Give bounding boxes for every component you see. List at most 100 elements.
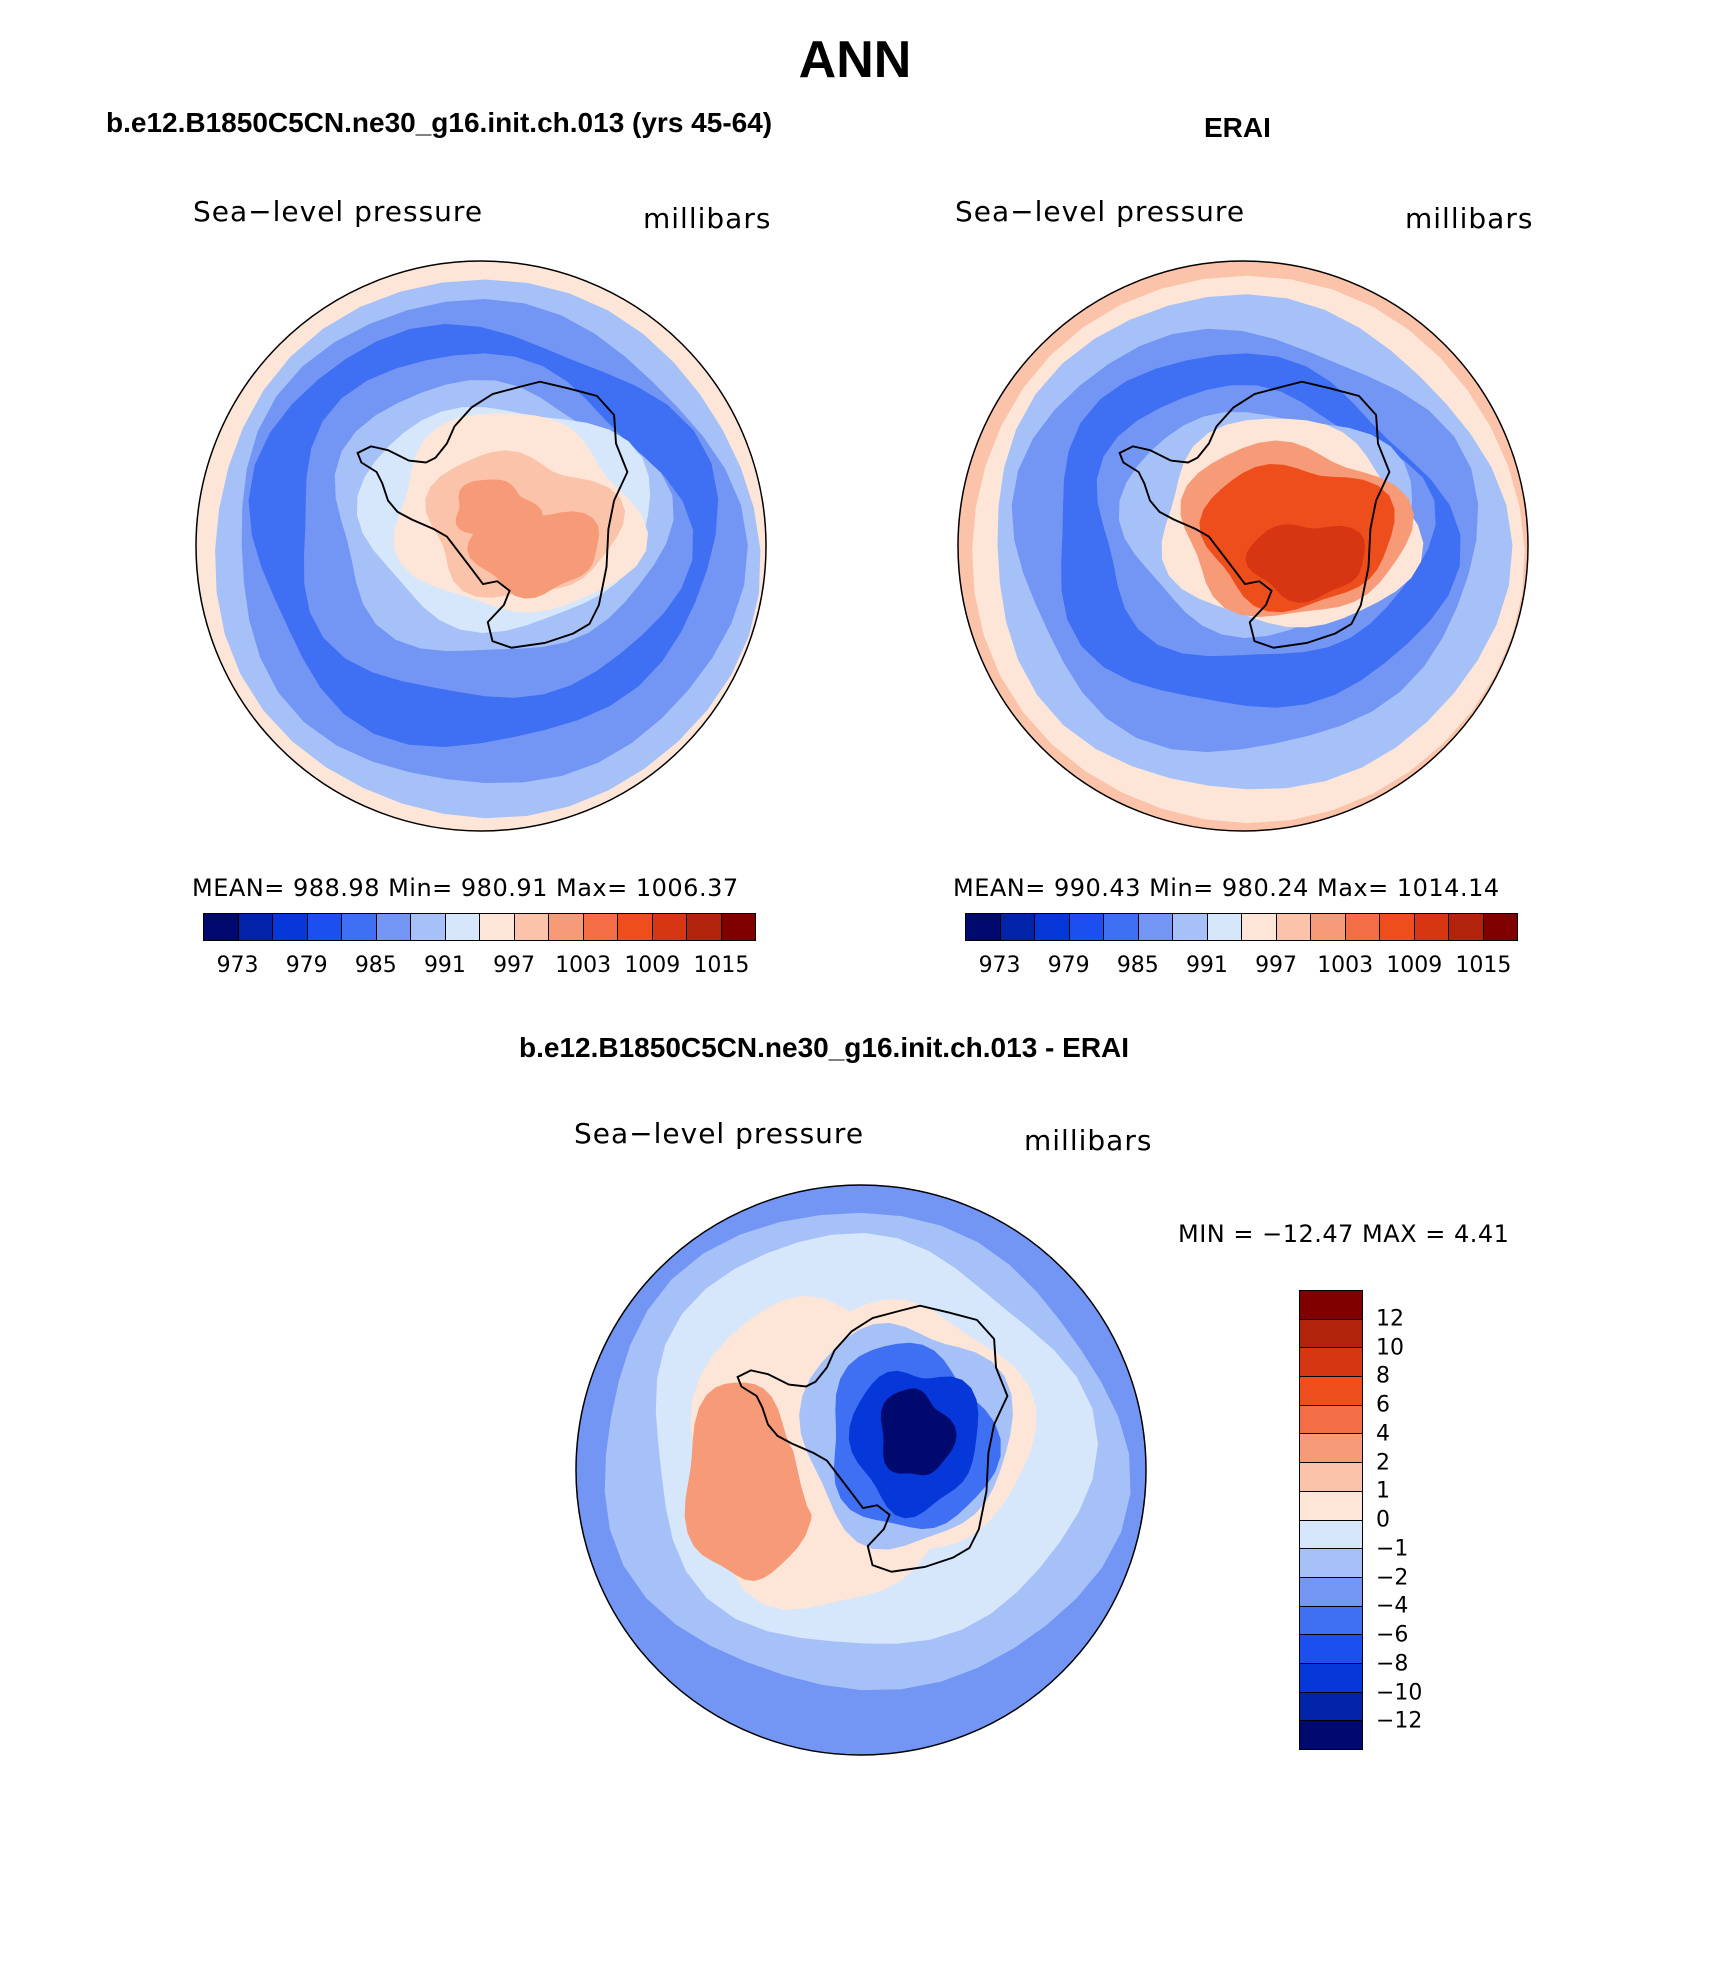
colorbar-swatch bbox=[1000, 914, 1035, 940]
colorbar-swatch bbox=[1276, 914, 1311, 940]
colorbar-swatch bbox=[1449, 914, 1484, 940]
colorbar-swatch bbox=[1300, 1491, 1362, 1521]
colorbar-swatch bbox=[445, 914, 480, 940]
colorbar-swatch bbox=[204, 914, 239, 940]
colorbar-tick-label: 2 bbox=[1376, 1450, 1390, 1475]
panel-3-title: b.e12.B1850C5CN.ne30_g16.init.ch.013 - E… bbox=[519, 1032, 1130, 1063]
colorbar-swatch bbox=[1300, 1577, 1362, 1607]
colorbar-tick-label: −2 bbox=[1376, 1565, 1409, 1590]
panel-3-variable-label: Sea−level pressure bbox=[574, 1117, 865, 1150]
map-boundary bbox=[575, 1184, 1147, 1756]
colorbar-tick-label: 12 bbox=[1376, 1306, 1404, 1332]
colorbar-tick-label: 973 bbox=[978, 953, 1021, 978]
colorbar-swatch bbox=[1300, 1721, 1362, 1749]
colorbar-swatch bbox=[1380, 914, 1415, 940]
map-boundary bbox=[195, 260, 767, 832]
colorbar-tick-label: 985 bbox=[1116, 953, 1159, 978]
colorbar-tick-label: 8 bbox=[1376, 1363, 1390, 1389]
colorbar-swatch bbox=[1300, 1663, 1362, 1693]
colorbar-swatch bbox=[1300, 1291, 1362, 1320]
panel-1-polar-map bbox=[195, 260, 767, 832]
colorbar-swatch bbox=[307, 914, 342, 940]
antarctica-coastline bbox=[356, 380, 629, 649]
colorbar-tick-label: 997 bbox=[493, 953, 536, 978]
colorbar-swatch bbox=[1138, 914, 1173, 940]
colorbar-tick-label: 4 bbox=[1376, 1421, 1390, 1447]
colorbar-swatch bbox=[618, 914, 653, 940]
colorbar-swatch bbox=[1414, 914, 1449, 940]
colorbar-tick-label: −8 bbox=[1376, 1651, 1409, 1677]
contour-region bbox=[455, 479, 543, 539]
panel-1-variable-label: Sea−level pressure bbox=[193, 195, 484, 228]
colorbar-tick-label: 973 bbox=[216, 953, 259, 978]
panel-3-polar-map bbox=[575, 1184, 1147, 1756]
colorbar-swatch bbox=[238, 914, 273, 940]
colorbar-swatch bbox=[480, 914, 515, 940]
colorbar-swatch bbox=[1483, 914, 1517, 940]
colorbar-tick-label: 979 bbox=[285, 953, 328, 978]
figure-title: ANN bbox=[798, 31, 912, 89]
contour-region bbox=[684, 1382, 813, 1581]
panel-3-colorbar bbox=[1299, 1290, 1363, 1750]
colorbar-swatch bbox=[1300, 1348, 1362, 1378]
colorbar-swatch bbox=[273, 914, 308, 940]
colorbar-tick-label: 985 bbox=[354, 953, 397, 978]
panel-2-polar-map bbox=[957, 260, 1529, 832]
colorbar-tick-label: 1009 bbox=[1386, 953, 1443, 978]
panel-2-title: ERAI bbox=[1204, 112, 1271, 143]
colorbar-swatch bbox=[1300, 1549, 1362, 1578]
colorbar-swatch bbox=[1173, 914, 1208, 940]
colorbar-swatch bbox=[549, 914, 584, 940]
colorbar-tick-label: 1015 bbox=[693, 953, 750, 978]
colorbar-swatch bbox=[411, 914, 446, 940]
map-boundary bbox=[957, 260, 1529, 832]
panel-1-stats: MEAN= 988.98 Min= 980.91 Max= 1006.37 bbox=[192, 874, 739, 902]
colorbar-swatch bbox=[1300, 1692, 1362, 1722]
colorbar-swatch bbox=[1035, 914, 1070, 940]
colorbar-swatch bbox=[1300, 1463, 1362, 1492]
colorbar-swatch bbox=[1345, 914, 1380, 940]
colorbar-tick-label: −12 bbox=[1376, 1708, 1423, 1734]
antarctica-coastline bbox=[736, 1304, 1009, 1573]
colorbar-swatch bbox=[1104, 914, 1139, 940]
colorbar-swatch bbox=[1300, 1520, 1362, 1550]
colorbar-tick-label: 1009 bbox=[624, 953, 681, 978]
panel-3-units-label: millibars bbox=[1024, 1124, 1153, 1157]
antarctica-coastline bbox=[1118, 380, 1391, 649]
colorbar-swatch bbox=[1069, 914, 1104, 940]
panel-2-stats: MEAN= 990.43 Min= 980.24 Max= 1014.14 bbox=[953, 874, 1500, 902]
colorbar-tick-label: 1015 bbox=[1455, 953, 1512, 978]
colorbar-swatch bbox=[376, 914, 411, 940]
colorbar-swatch bbox=[1300, 1606, 1362, 1636]
colorbar-tick-label: 1 bbox=[1376, 1478, 1390, 1504]
colorbar-swatch bbox=[342, 914, 377, 940]
colorbar-tick-label: 10 bbox=[1376, 1335, 1404, 1360]
colorbar-swatch bbox=[721, 914, 755, 940]
colorbar-tick-label: −4 bbox=[1376, 1593, 1409, 1619]
colorbar-tick-label: 991 bbox=[423, 953, 466, 978]
panel-2-units-label: millibars bbox=[1405, 202, 1534, 235]
colorbar-swatch bbox=[966, 914, 1001, 940]
panel-2-variable-label: Sea−level pressure bbox=[955, 195, 1246, 228]
colorbar-tick-label: −10 bbox=[1376, 1680, 1423, 1705]
colorbar-tick-label: 991 bbox=[1185, 953, 1228, 978]
panel-1-title: b.e12.B1850C5CN.ne30_g16.init.ch.013 (yr… bbox=[106, 107, 773, 138]
colorbar-swatch bbox=[514, 914, 549, 940]
colorbar-tick-label: 0 bbox=[1376, 1507, 1390, 1533]
colorbar-swatch bbox=[1300, 1377, 1362, 1406]
colorbar-tick-label: 997 bbox=[1255, 953, 1298, 978]
colorbar-swatch bbox=[687, 914, 722, 940]
colorbar-swatch bbox=[583, 914, 618, 940]
colorbar-tick-label: −1 bbox=[1376, 1536, 1409, 1562]
colorbar-swatch bbox=[1300, 1635, 1362, 1664]
panel-2-colorbar bbox=[965, 913, 1518, 941]
colorbar-swatch bbox=[1242, 914, 1277, 940]
contour-region bbox=[1245, 524, 1365, 603]
colorbar-tick-label: 1003 bbox=[555, 953, 612, 978]
colorbar-swatch bbox=[1300, 1434, 1362, 1464]
colorbar-tick-label: 6 bbox=[1376, 1392, 1390, 1418]
colorbar-tick-label: 979 bbox=[1047, 953, 1090, 978]
colorbar-swatch bbox=[1311, 914, 1346, 940]
panel-1-units-label: millibars bbox=[643, 202, 772, 235]
colorbar-swatch bbox=[1207, 914, 1242, 940]
